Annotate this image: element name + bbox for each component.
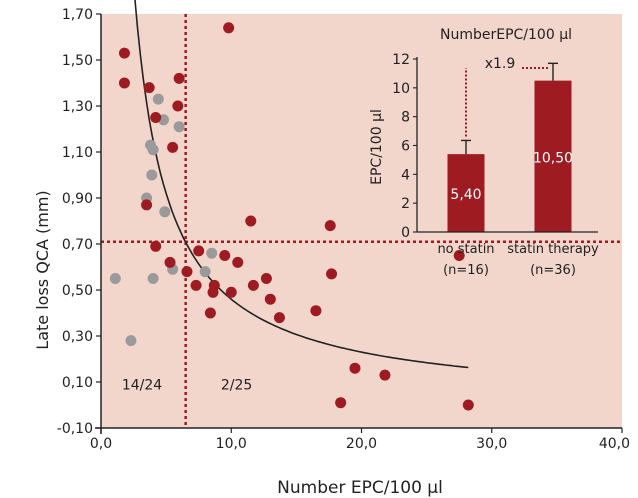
inset-bars: 5,40 10,50: [447, 62, 573, 232]
no-statin-point: [147, 273, 159, 284]
no-statin-point: [159, 206, 171, 218]
inset-y-tick-label: 0: [401, 225, 410, 241]
statin-point: [264, 293, 276, 305]
statin-point: [193, 245, 205, 257]
inset-category-label: no statin: [437, 242, 494, 257]
inset-axes: 0 2 4 6 8 10 12: [392, 52, 598, 241]
inset-category-sublabel: (n=16): [443, 263, 489, 278]
fit-curve: [134, 0, 469, 369]
statin-point: [143, 82, 155, 94]
no-statin-point: [199, 266, 211, 278]
statin-point: [167, 141, 179, 153]
statin-point: [150, 240, 162, 252]
statin-point: [164, 256, 176, 268]
x-axis-label: Number EPC/100 µl: [277, 478, 443, 498]
statin-point: [223, 22, 235, 34]
statin-point: [273, 312, 285, 324]
statin-point: [379, 369, 391, 381]
statin-point: [204, 307, 216, 319]
statin-point: [190, 279, 202, 291]
statin-point: [172, 100, 184, 112]
statin-point: [247, 279, 259, 291]
statin-point: [232, 256, 244, 268]
inset-y-axis-label: EPC/100 µl: [369, 109, 385, 185]
main-tick-labels: -0,10 0,10 0,30 0,50 0,70 0,90 1,10 1,30 1,50 1,7…: [57, 7, 630, 452]
y-tick-label: 1,50: [62, 53, 93, 69]
no-statin-point: [147, 144, 159, 156]
inset-y-tick-label: 8: [401, 110, 410, 126]
x-tick-label: 20,0: [346, 436, 377, 452]
statin-point: [245, 215, 257, 227]
statin-point: [453, 250, 465, 261]
y-tick-label: 0,70: [62, 237, 93, 253]
no-statin-point: [125, 335, 137, 347]
statin-point: [326, 268, 338, 280]
x-tick-label: 0,0: [90, 436, 112, 452]
inset-category-labels: no statin (n=16) statin therapy (n=36): [437, 242, 599, 278]
x-tick-label: 10,0: [216, 436, 247, 452]
inset-y-tick-label: 6: [401, 139, 410, 155]
statin-point: [335, 397, 347, 409]
statin-point: [173, 72, 185, 84]
inset-bar: [447, 154, 485, 232]
inset-y-tick-label: 12: [392, 52, 410, 68]
quadrant-label: 14/24: [122, 377, 162, 393]
statin-point: [349, 362, 361, 374]
threshold-lines: [101, 14, 622, 428]
scatter-points: [109, 22, 474, 411]
statin-point: [181, 266, 193, 278]
inset-y-tick-label: 4: [401, 167, 410, 183]
x-tick-label: 40,0: [599, 436, 630, 452]
statin-point: [118, 47, 130, 59]
y-tick-label: 0,30: [62, 329, 93, 345]
inset-fold-annotation: x1.9: [485, 56, 516, 72]
statin-point: [150, 112, 162, 123]
statin-point: [310, 305, 322, 317]
y-tick-label: -0,10: [57, 421, 93, 437]
statin-point: [324, 220, 336, 232]
inset-category-sublabel: (n=36): [530, 263, 576, 278]
statin-point: [219, 250, 231, 261]
statin-point: [462, 399, 474, 411]
statin-point: [141, 199, 153, 211]
statin-point: [118, 77, 130, 89]
inset-bar-value-label: 10,50: [533, 150, 573, 166]
main-axes: [95, 13, 623, 434]
quadrant-label: 2/25: [221, 377, 252, 393]
statin-point: [207, 286, 219, 298]
y-tick-label: 1,70: [62, 7, 93, 23]
y-tick-label: 0,10: [62, 375, 93, 391]
fit-curve-group: [134, 0, 469, 369]
no-statin-point: [152, 93, 164, 105]
no-statin-point: [206, 247, 218, 259]
quadrant-labels: 14/24 2/25: [122, 377, 252, 393]
y-tick-label: 1,10: [62, 145, 93, 161]
y-tick-label: 0,90: [62, 191, 93, 207]
inset-y-tick-label: 2: [401, 196, 410, 212]
x-tick-label: 30,0: [476, 436, 507, 452]
y-tick-label: 0,50: [62, 283, 93, 299]
no-statin-point: [109, 273, 121, 284]
inset-category-label: statin therapy: [507, 242, 599, 257]
statin-point: [225, 286, 237, 298]
no-statin-point: [146, 169, 158, 181]
inset-bar-value-label: 5,40: [450, 187, 481, 203]
inset-y-tick-label: 10: [392, 81, 410, 97]
y-axis-label: Late loss QCA (mm): [33, 190, 52, 349]
y-tick-label: 1,30: [62, 99, 93, 115]
no-statin-point: [173, 121, 185, 133]
inset-title: NumberEPC/100 µl: [440, 27, 572, 43]
statin-point: [260, 273, 272, 284]
inset-bar-chart: NumberEPC/100 µl EPC/100 µl 5,40 10,50 0 2…: [369, 27, 599, 278]
inset-bar: [534, 80, 572, 232]
